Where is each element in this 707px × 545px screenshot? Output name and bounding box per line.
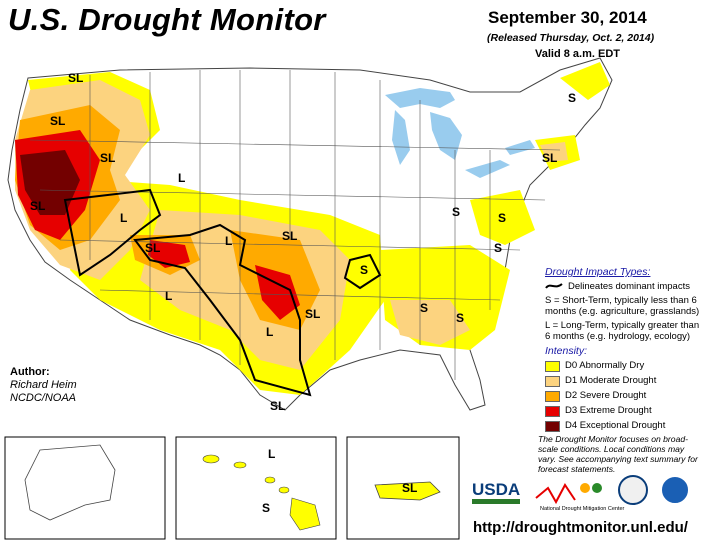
valid-time: Valid 8 a.m. EDT bbox=[535, 48, 620, 60]
label-sl-california: SL bbox=[30, 199, 45, 213]
svg-text:National Drought Mitigation Ce: National Drought Mitigation Center bbox=[540, 506, 625, 512]
intensity-swatch bbox=[545, 361, 560, 372]
map-date: September 30, 2014 bbox=[488, 8, 647, 27]
author-heading: Author: bbox=[10, 366, 50, 378]
label-l-colorado: L bbox=[225, 234, 232, 248]
label-sl-new-england: SL bbox=[542, 151, 557, 165]
label-s-carolina: S bbox=[494, 241, 502, 255]
label-sl-oregon: SL bbox=[68, 71, 83, 85]
label-sl-south-texas: SL bbox=[270, 399, 285, 413]
intensity-label: D4 Exceptional Drought bbox=[565, 420, 666, 431]
source-url[interactable]: http://droughtmonitor.unl.edu/ bbox=[473, 519, 688, 536]
label-l-wyoming: L bbox=[178, 171, 185, 185]
impact-types-heading: Drought Impact Types: bbox=[545, 266, 651, 278]
noaa-logo bbox=[660, 475, 690, 505]
legend-short-term: S = Short-Term, typically less than 6 mo… bbox=[545, 295, 700, 317]
delineates-label: Delineates dominant impacts bbox=[568, 281, 690, 292]
author-block: Author: Richard Heim NCDC/NOAA bbox=[10, 366, 77, 405]
intensity-swatch bbox=[545, 391, 560, 402]
legend: Drought Impact Types: Delineates dominan… bbox=[545, 266, 705, 435]
great-lakes bbox=[385, 88, 535, 178]
drought-d4-areas bbox=[20, 150, 80, 215]
label-s-hawaii: S bbox=[262, 501, 270, 515]
impact-labels: SL SL SL SL L L SL L SL L SL L SL S S S … bbox=[30, 71, 576, 413]
label-s-mississippi: S bbox=[420, 301, 428, 315]
legend-long-term: L = Long-Term, typically greater than 6 … bbox=[545, 320, 700, 342]
label-sl-northwest: SL bbox=[50, 114, 65, 128]
map-title: U.S. Drought Monitor bbox=[8, 2, 326, 37]
label-sl-utah: SL bbox=[145, 241, 160, 255]
release-date: (Released Thursday, Oct. 2, 2014) bbox=[487, 32, 655, 44]
intensity-level-4: D4 Exceptional Drought bbox=[545, 420, 705, 432]
intensity-level-0: D0 Abnormally Dry bbox=[545, 360, 705, 372]
intensity-level-1: D1 Moderate Drought bbox=[545, 375, 705, 387]
label-l-hawaii: L bbox=[268, 447, 275, 461]
intensity-swatch bbox=[545, 376, 560, 387]
label-l-arizona: L bbox=[165, 289, 172, 303]
intensity-swatch bbox=[545, 421, 560, 432]
impact-boundaries bbox=[63, 188, 382, 397]
puerto-rico-outline bbox=[374, 481, 441, 501]
label-s-missouri: S bbox=[360, 263, 368, 277]
intensity-label: D1 Moderate Drought bbox=[565, 375, 657, 386]
label-l-nevada: L bbox=[120, 211, 127, 225]
label-sl-oklahoma: SL bbox=[305, 307, 320, 321]
alaska-outline bbox=[24, 444, 116, 521]
label-sl-kansas: SL bbox=[282, 229, 297, 243]
label-s-virginia: S bbox=[498, 211, 506, 225]
usda-logo: USDA bbox=[472, 480, 520, 504]
impact-line-icon bbox=[545, 283, 563, 289]
intensity-swatch bbox=[545, 406, 560, 417]
intensity-heading: Intensity: bbox=[545, 345, 588, 357]
intensity-levels: D0 Abnormally Dry D1 Moderate Drought D2 S… bbox=[545, 360, 705, 432]
intensity-level-2: D2 Severe Drought bbox=[545, 390, 705, 402]
intensity-label: D0 Abnormally Dry bbox=[565, 360, 645, 371]
legend-impact-line: Delineates dominant impacts bbox=[545, 281, 705, 292]
intensity-label: D3 Extreme Drought bbox=[565, 405, 652, 416]
label-l-texas: L bbox=[266, 325, 273, 339]
author-name: Richard Heim bbox=[10, 379, 77, 391]
svg-text:USDA: USDA bbox=[472, 480, 520, 499]
ndmc-logo: National Drought Mitigation Center bbox=[535, 483, 625, 512]
commerce-seal bbox=[618, 475, 648, 505]
intensity-label: D2 Severe Drought bbox=[565, 390, 647, 401]
label-sl-idaho: SL bbox=[100, 151, 115, 165]
state-boundaries bbox=[29, 70, 561, 380]
label-s-maine: S bbox=[568, 91, 576, 105]
label-s-alabama: S bbox=[456, 311, 464, 325]
disclaimer-note: The Drought Monitor focuses on broad-sca… bbox=[538, 434, 698, 474]
intensity-level-3: D3 Extreme Drought bbox=[545, 405, 705, 417]
author-org: NCDC/NOAA bbox=[10, 392, 77, 404]
label-sl-puerto-rico: SL bbox=[402, 481, 417, 495]
label-s-ohio: S bbox=[452, 205, 460, 219]
hawaii-islands bbox=[202, 454, 321, 531]
